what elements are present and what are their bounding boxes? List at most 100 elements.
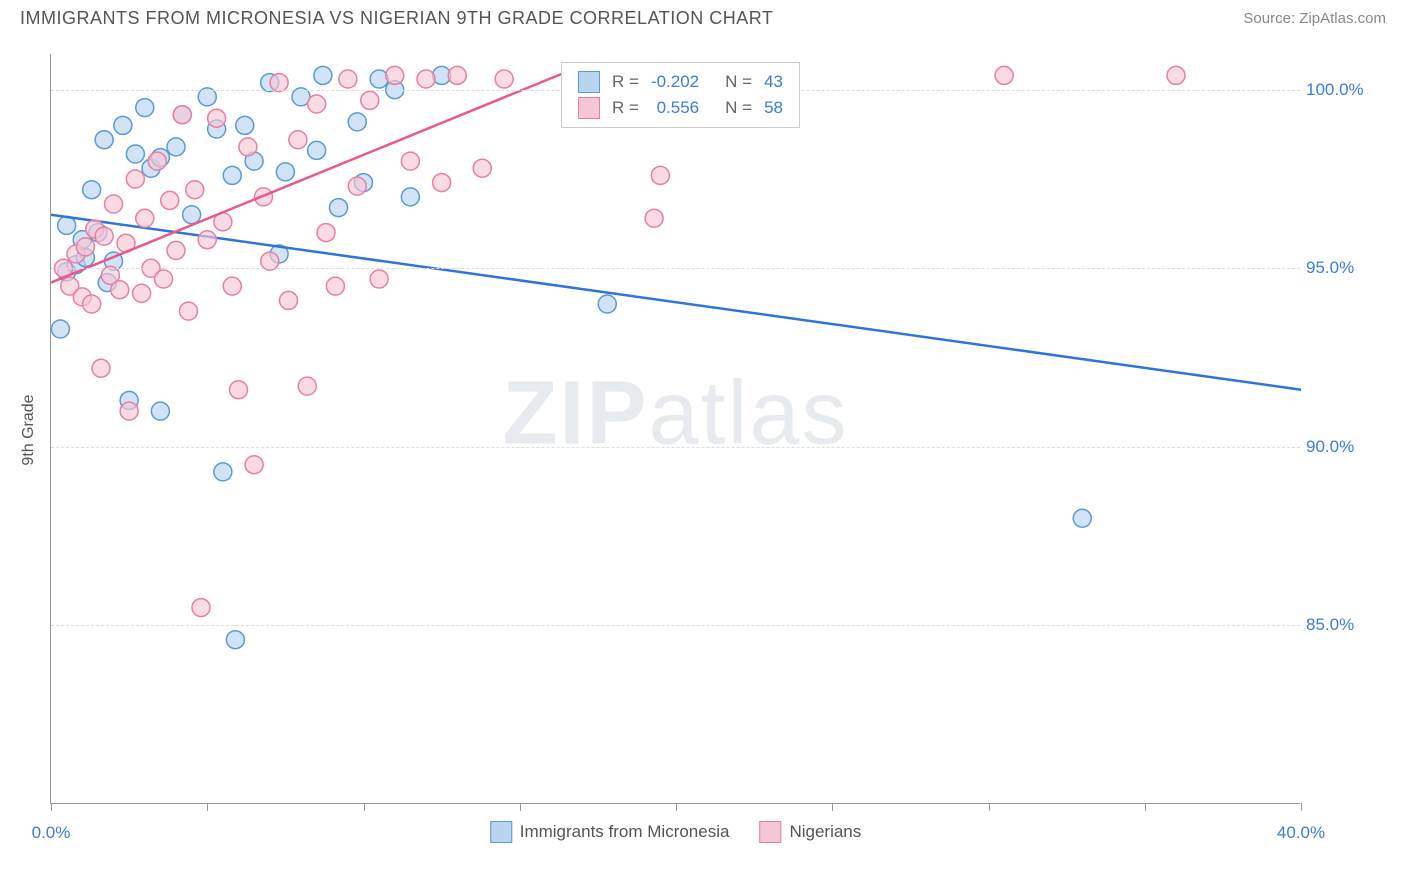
x-tick: [1301, 803, 1302, 811]
legend-r-label: R =: [606, 69, 645, 95]
scatter-point-micronesia: [314, 66, 332, 84]
scatter-point-nigerians: [361, 91, 379, 109]
scatter-point-nigerians: [83, 295, 101, 313]
scatter-point-nigerians: [180, 302, 198, 320]
y-tick-label: 90.0%: [1306, 437, 1386, 457]
scatter-point-micronesia: [276, 163, 294, 181]
x-tick-label: 40.0%: [1277, 823, 1325, 843]
scatter-point-nigerians: [133, 284, 151, 302]
scatter-point-nigerians: [198, 231, 216, 249]
scatter-point-micronesia: [348, 113, 366, 131]
x-tick: [676, 803, 677, 811]
scatter-point-micronesia: [214, 463, 232, 481]
legend-r-value-nigerians: 0.556: [645, 95, 705, 121]
legend-n-label: N =: [719, 69, 758, 95]
scatter-point-micronesia: [114, 116, 132, 134]
scatter-point-micronesia: [167, 138, 185, 156]
scatter-point-micronesia: [58, 216, 76, 234]
legend-r-value-micronesia: -0.202: [645, 69, 705, 95]
x-tick: [520, 803, 521, 811]
scatter-point-micronesia: [308, 141, 326, 159]
source-name: ZipAtlas.com: [1299, 10, 1386, 27]
scatter-point-nigerians: [326, 277, 344, 295]
gridline-h: [51, 625, 1300, 626]
scatter-point-nigerians: [651, 166, 669, 184]
source-attribution: Source: ZipAtlas.com: [1243, 10, 1386, 27]
y-tick-label: 95.0%: [1306, 258, 1386, 278]
scatter-point-nigerians: [280, 291, 298, 309]
legend-r-label: R =: [606, 95, 645, 121]
x-tick: [1145, 803, 1146, 811]
scatter-point-micronesia: [223, 166, 241, 184]
scatter-point-nigerians: [645, 209, 663, 227]
scatter-point-micronesia: [183, 206, 201, 224]
scatter-point-nigerians: [995, 66, 1013, 84]
scatter-point-nigerians: [192, 599, 210, 617]
scatter-point-nigerians: [120, 402, 138, 420]
scatter-point-nigerians: [289, 131, 307, 149]
legend-item-nigerians: Nigerians: [759, 821, 861, 843]
scatter-point-nigerians: [401, 152, 419, 170]
chart-svg-layer: [51, 54, 1300, 803]
scatter-point-nigerians: [448, 66, 466, 84]
scatter-point-nigerians: [473, 159, 491, 177]
scatter-point-nigerians: [95, 227, 113, 245]
legend-label-micronesia: Immigrants from Micronesia: [520, 822, 730, 842]
scatter-point-nigerians: [92, 359, 110, 377]
scatter-point-nigerians: [348, 177, 366, 195]
scatter-point-nigerians: [298, 377, 316, 395]
scatter-point-nigerians: [167, 241, 185, 259]
scatter-point-micronesia: [1073, 509, 1091, 527]
legend-swatch-micronesia: [578, 71, 600, 93]
scatter-point-nigerians: [155, 270, 173, 288]
scatter-point-micronesia: [151, 402, 169, 420]
legend-n-value-nigerians: 58: [758, 95, 789, 121]
source-prefix: Source:: [1243, 10, 1299, 27]
scatter-point-micronesia: [401, 188, 419, 206]
x-tick: [207, 803, 208, 811]
scatter-point-micronesia: [95, 131, 113, 149]
y-tick-label: 85.0%: [1306, 615, 1386, 635]
scatter-point-nigerians: [76, 238, 94, 256]
scatter-point-nigerians: [386, 66, 404, 84]
y-tick-label: 100.0%: [1306, 80, 1386, 100]
scatter-point-nigerians: [495, 70, 513, 88]
scatter-point-nigerians: [239, 138, 257, 156]
scatter-point-nigerians: [417, 70, 435, 88]
scatter-point-nigerians: [136, 209, 154, 227]
scatter-point-nigerians: [370, 270, 388, 288]
scatter-point-nigerians: [1167, 66, 1185, 84]
regression-line-micronesia: [51, 215, 1301, 390]
x-tick-label: 0.0%: [32, 823, 71, 843]
scatter-point-micronesia: [226, 631, 244, 649]
x-tick: [51, 803, 52, 811]
y-axis-title: 9th Grade: [20, 394, 38, 465]
x-tick: [989, 803, 990, 811]
scatter-point-nigerians: [317, 224, 335, 242]
chart-plot-area: ZIPatlas R =-0.202N =43R =0.556N =58 Imm…: [50, 54, 1300, 804]
scatter-point-micronesia: [136, 99, 154, 117]
scatter-point-nigerians: [308, 95, 326, 113]
scatter-point-micronesia: [236, 116, 254, 134]
legend-swatch-micronesia: [490, 821, 512, 843]
legend-n-label: N =: [719, 95, 758, 121]
gridline-h: [51, 268, 1300, 269]
scatter-point-nigerians: [339, 70, 357, 88]
scatter-point-nigerians: [126, 170, 144, 188]
scatter-point-micronesia: [598, 295, 616, 313]
scatter-point-nigerians: [186, 181, 204, 199]
legend-swatch-nigerians: [578, 97, 600, 119]
gridline-h: [51, 447, 1300, 448]
scatter-point-micronesia: [51, 320, 69, 338]
scatter-point-nigerians: [208, 109, 226, 127]
x-tick: [364, 803, 365, 811]
scatter-point-nigerians: [105, 195, 123, 213]
legend-item-micronesia: Immigrants from Micronesia: [490, 821, 730, 843]
legend-n-value-micronesia: 43: [758, 69, 789, 95]
scatter-point-micronesia: [83, 181, 101, 199]
chart-header: IMMIGRANTS FROM MICRONESIA VS NIGERIAN 9…: [0, 0, 1406, 33]
scatter-point-nigerians: [148, 152, 166, 170]
legend-swatch-nigerians: [759, 821, 781, 843]
scatter-point-micronesia: [126, 145, 144, 163]
scatter-point-nigerians: [230, 381, 248, 399]
